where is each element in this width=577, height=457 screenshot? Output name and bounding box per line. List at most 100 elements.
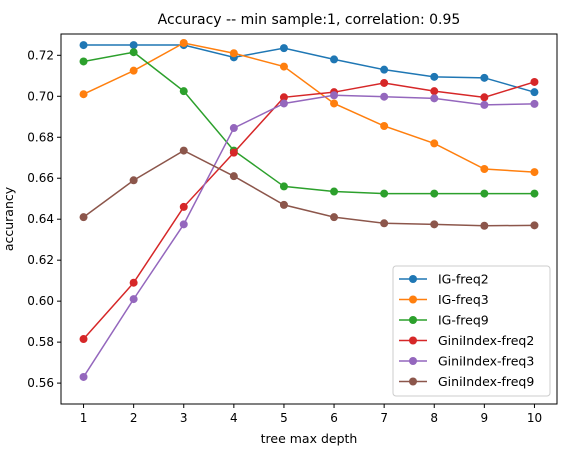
data-point [129,48,138,57]
data-point [480,93,489,102]
legend-marker [409,275,417,283]
data-point [380,121,389,130]
data-point [380,189,389,198]
series-IG-freq3 [79,39,539,177]
legend-item: IG-freq2 [399,272,489,287]
data-point [179,39,188,48]
data-point [129,176,138,185]
data-point [530,77,539,86]
x-tick-label: 1 [80,411,88,425]
data-point [79,41,88,50]
data-point [330,213,339,222]
y-axis-label: accurancy [1,186,16,251]
data-point [129,41,138,50]
x-tick-label: 6 [330,411,338,425]
legend-marker [409,377,417,386]
data-point [380,219,389,228]
data-point [279,200,288,209]
y-tick-label: 0.62 [27,253,54,267]
data-point [530,88,539,97]
data-point [229,49,238,58]
legend-marker [409,316,417,324]
x-tick-label: 2 [130,411,138,425]
data-point [480,189,489,198]
data-point [480,100,489,109]
data-point [430,139,439,148]
y-tick-label: 0.56 [27,376,54,390]
series-line [83,149,535,227]
legend-marker [409,295,417,304]
data-point [530,189,539,198]
x-tick-label: 3 [180,411,188,425]
data-point [480,221,489,230]
data-point [380,65,389,74]
data-point [179,202,188,211]
data-point [79,213,88,222]
series-GiniIndex-freq9 [79,146,539,230]
data-point [129,66,138,75]
y-tick-label: 0.60 [27,294,54,308]
legend-label: IG-freq3 [438,292,489,307]
x-tick-label: 9 [481,411,489,425]
data-point [79,372,88,381]
legend-item: GiniIndex-freq3 [399,354,534,369]
legend-marker [409,357,417,365]
legend-label: GiniIndex-freq9 [438,374,534,389]
series-IG-freq9 [79,48,539,198]
data-point [330,91,339,100]
series-GiniIndex-freq3 [79,91,539,381]
x-axis: 1 2 3 4 5 6 7 8 9 10 [80,404,542,425]
series-layer [79,39,539,381]
data-point [530,168,539,177]
y-tick-label: 0.72 [27,48,54,62]
series-line [83,51,535,195]
y-axis: 0.56 0.58 0.60 0.62 0.64 0.66 0.68 0.70 0.72 [27,48,61,390]
data-point [430,220,439,229]
data-point [279,62,288,71]
legend-label: IG-freq2 [438,272,489,287]
data-point [79,335,88,344]
data-point [330,187,339,196]
legend-label: GiniIndex-freq2 [438,333,534,348]
data-point [330,99,339,108]
data-point [179,146,188,155]
data-point [480,165,489,174]
x-tick-label: 7 [380,411,388,425]
data-point [279,44,288,53]
data-point [530,99,539,108]
x-tick-label: 4 [230,411,238,425]
data-point [129,278,138,287]
x-axis-label: tree max depth [261,431,358,446]
legend-item: GiniIndex-freq2 [399,333,534,348]
x-tick-label: 5 [280,411,288,425]
data-point [179,220,188,229]
legend-label: IG-freq9 [438,313,489,328]
data-point [79,90,88,99]
legend: IG-freq2 IG-freq3 IG-freq9 GiniIndex-freq2 G… [392,265,551,397]
data-point [430,72,439,81]
series-line [83,44,535,93]
data-point [530,221,539,230]
data-point [330,55,339,64]
legend-item: IG-freq3 [399,292,489,307]
data-point [229,124,238,133]
data-point [380,92,389,101]
legend-item: IG-freq9 [399,313,489,328]
series-line [82,94,535,378]
legend-marker [409,336,417,345]
series-line [83,42,535,173]
series-line [82,81,535,340]
data-point [430,94,439,103]
data-point [380,78,389,87]
data-point [229,172,238,181]
data-point [229,148,238,157]
y-tick-label: 0.66 [27,171,54,185]
x-tick-label: 10 [527,411,542,425]
data-point [480,73,489,82]
data-point [279,93,288,102]
series-IG-freq2 [79,41,539,97]
legend-box [392,265,551,397]
data-point [79,57,88,66]
data-point [129,295,138,304]
